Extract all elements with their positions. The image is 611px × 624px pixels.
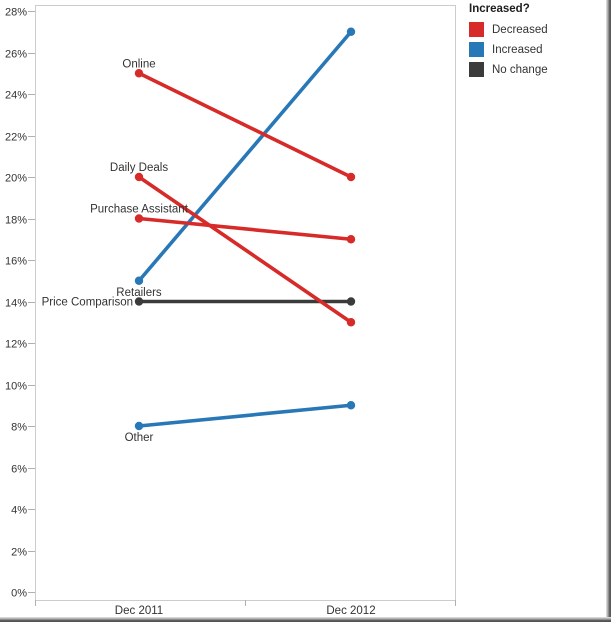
increased-color-swatch <box>469 42 484 57</box>
series-point-daily-deals-start[interactable] <box>134 172 144 182</box>
series-line-other[interactable] <box>137 403 353 428</box>
series-label-price-comparison: Price Comparison <box>42 297 133 309</box>
y-axis-tick-label: 22% <box>5 132 27 144</box>
legend-item-label: Decreased <box>492 23 548 36</box>
legend-title: Increased? <box>469 3 530 15</box>
y-axis-tick-label: 4% <box>11 505 27 517</box>
window-edge-shadow-bottom <box>0 617 611 622</box>
series-point-online-start[interactable] <box>134 69 144 78</box>
legend: Increased? Decreased Increased No change <box>469 3 599 82</box>
series-point-other-end[interactable] <box>346 401 356 410</box>
series-label-retailers: Retailers <box>116 287 162 299</box>
series-label-purchase-assistant: Purchase Assistant <box>90 204 189 216</box>
x-axis-tick-label: Dec 2012 <box>326 605 375 617</box>
y-axis-tick-label: 0% <box>11 588 27 600</box>
series-point-retailers-start[interactable] <box>134 276 144 285</box>
x-axis-tick-label: Dec 2011 <box>115 605 163 617</box>
series-point-purchase-assistant-start[interactable] <box>134 214 144 223</box>
y-axis-tick-label: 28% <box>5 7 27 19</box>
y-axis-tick-label: 16% <box>5 256 27 268</box>
series-point-price-comparison-start[interactable] <box>134 297 144 306</box>
legend-item-no-change[interactable]: No change <box>469 62 599 77</box>
series-point-purchase-assistant-end[interactable] <box>346 235 356 244</box>
y-axis-tick-label: 20% <box>5 173 27 185</box>
decreased-color-swatch <box>469 22 484 37</box>
series-point-online-end[interactable] <box>346 172 356 182</box>
y-axis-tick-label: 12% <box>5 339 27 351</box>
window-edge-shadow-right <box>606 0 611 621</box>
no-change-color-swatch <box>469 62 484 77</box>
y-axis-tick-label: 10% <box>5 381 27 393</box>
y-axis-tick-label: 14% <box>5 298 27 310</box>
series-line-purchase-assistant[interactable] <box>137 216 353 242</box>
legend-item-decreased[interactable]: Decreased <box>469 22 599 37</box>
series-label-online: Online <box>122 58 155 70</box>
y-axis-tick-label: 8% <box>11 422 27 434</box>
y-axis-tick-label: 6% <box>11 464 27 476</box>
series-label-daily-deals: Daily Deals <box>110 162 168 174</box>
y-axis-tick-label: 24% <box>5 90 27 102</box>
series-line-daily-deals[interactable] <box>137 175 353 325</box>
series-label-other: Other <box>125 432 154 444</box>
series-line-retailers[interactable] <box>137 29 353 283</box>
series-line-online[interactable] <box>137 71 353 179</box>
series-point-other-start[interactable] <box>134 421 144 431</box>
series-point-retailers-end[interactable] <box>346 27 356 36</box>
y-axis-tick-label: 18% <box>5 215 27 227</box>
legend-item-label: No change <box>492 63 548 76</box>
legend-item-increased[interactable]: Increased <box>469 42 599 57</box>
series-point-daily-deals-end[interactable] <box>346 318 356 327</box>
series-point-price-comparison-end[interactable] <box>346 297 356 306</box>
y-axis-tick-label: 2% <box>11 547 27 559</box>
y-axis-tick-label: 26% <box>5 49 27 61</box>
legend-item-label: Increased <box>492 43 543 56</box>
